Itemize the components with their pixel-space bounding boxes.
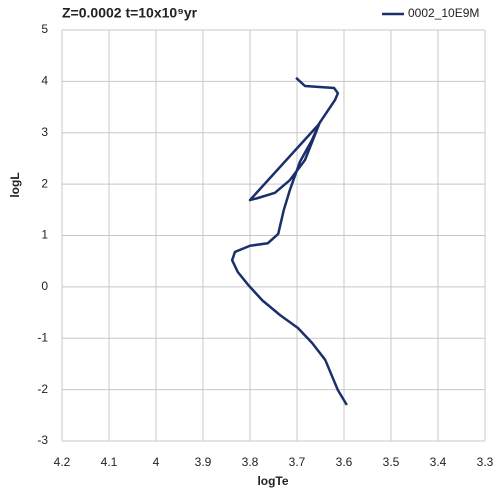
y-tick-label: -3 xyxy=(37,433,48,447)
x-tick-label: 3.3 xyxy=(477,455,494,469)
y-tick-label: 0 xyxy=(41,279,48,293)
x-tick-label: 4 xyxy=(153,455,160,469)
x-axis-title: logTe xyxy=(257,474,288,488)
y-tick-label: -1 xyxy=(37,330,48,344)
x-tick-label: 3.8 xyxy=(242,455,259,469)
chart-title: Z=0.0002 t=10x10⁹yr xyxy=(62,5,198,21)
x-tick-label: 4.2 xyxy=(54,455,71,469)
y-tick-label: 2 xyxy=(41,176,48,190)
y-tick-label: 3 xyxy=(41,125,48,139)
x-tick-label: 3.9 xyxy=(195,455,212,469)
x-tick-label: 3.7 xyxy=(289,455,306,469)
x-tick-label: 3.4 xyxy=(430,455,447,469)
legend-label: 0002_10E9M xyxy=(408,6,479,20)
x-tick-label: 4.1 xyxy=(101,455,118,469)
y-tick-label: 1 xyxy=(41,228,48,242)
y-tick-label: 5 xyxy=(41,22,48,36)
y-axis-title: logL xyxy=(8,172,22,197)
series-line xyxy=(230,76,348,406)
y-tick-label: 4 xyxy=(41,74,48,88)
x-tick-label: 3.6 xyxy=(336,455,353,469)
y-tick-label: -2 xyxy=(37,382,48,396)
x-tick-label: 3.5 xyxy=(383,455,400,469)
